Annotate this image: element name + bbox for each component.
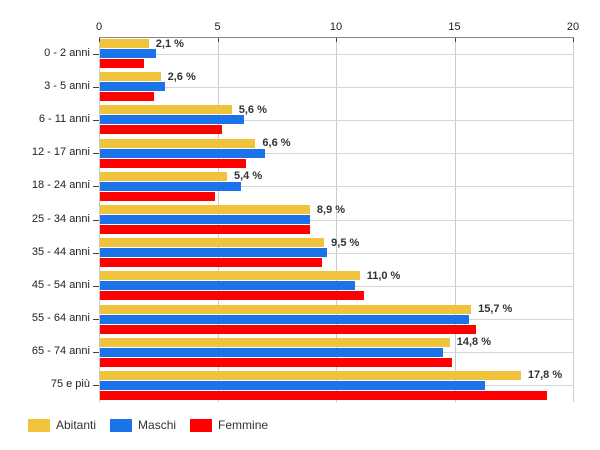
axis-tick-mark — [336, 37, 337, 42]
category-tick-mark — [93, 319, 99, 321]
bar-abitanti — [100, 205, 310, 214]
bar-maschi — [100, 248, 327, 258]
bar-maschi — [100, 281, 355, 291]
bar-abitanti — [100, 370, 521, 380]
category-gridline — [99, 153, 573, 155]
legend: Abitanti Maschi Femmine — [28, 418, 268, 432]
category-tick-mark — [93, 119, 99, 121]
legend-swatch — [28, 418, 50, 432]
category-tick-mark — [93, 186, 99, 188]
category-label: 18 - 24 anni — [31, 179, 90, 192]
legend-item-abitanti: Abitanti — [28, 418, 96, 432]
bar-femmine — [100, 158, 246, 168]
bar-abitanti — [100, 271, 360, 281]
value-label: 2,6 % — [167, 70, 196, 83]
bar-abitanti — [100, 138, 255, 148]
category-tick-mark — [93, 219, 99, 221]
category-label: 25 - 34 anni — [31, 212, 90, 225]
value-label: 14,8 % — [456, 336, 491, 349]
legend-item-femmine: Femmine — [190, 418, 268, 432]
bar-maschi — [100, 380, 485, 390]
legend-label: Femmine — [218, 418, 269, 432]
category-label: 12 - 17 anni — [31, 146, 90, 159]
category-tick-mark — [93, 352, 99, 354]
bar-femmine — [100, 125, 222, 135]
value-label: 15,7 % — [478, 303, 513, 316]
category-label: 75 e più — [50, 378, 90, 391]
category-gridline — [99, 252, 573, 254]
legend-label: Abitanti — [56, 418, 97, 432]
legend-label: Maschi — [138, 418, 177, 432]
axis-tick-label: 10 — [329, 21, 343, 33]
bar-femmine — [100, 324, 476, 334]
value-label: 9,5 % — [331, 236, 360, 249]
category-gridline — [99, 219, 573, 221]
category-tick-mark — [93, 86, 99, 88]
bar-femmine — [100, 225, 310, 234]
category-label: 35 - 44 anni — [31, 245, 90, 258]
bar-maschi — [100, 181, 241, 191]
value-label: 8,9 % — [316, 203, 346, 216]
bar-abitanti — [100, 39, 149, 49]
category-tick-mark — [93, 385, 99, 387]
legend-item-maschi: Maschi — [110, 418, 176, 432]
bar-maschi — [100, 314, 469, 324]
bar-femmine — [100, 92, 154, 102]
category-gridline — [99, 86, 573, 88]
value-label: 6,6 % — [262, 137, 291, 150]
legend-swatch — [190, 418, 213, 432]
value-label: 17,8 % — [527, 369, 563, 382]
category-tick-mark — [93, 53, 99, 55]
value-label: 2,1 % — [155, 37, 184, 50]
x-axis-line — [99, 37, 574, 38]
value-label: 11,0 % — [366, 269, 401, 282]
bar-femmine — [100, 59, 144, 69]
bar-femmine — [100, 357, 452, 367]
bar-maschi — [100, 148, 265, 158]
category-label: 45 - 54 anni — [31, 278, 90, 291]
axis-tick-mark — [99, 37, 100, 42]
bar-femmine — [100, 191, 215, 201]
category-label: 6 - 11 anni — [38, 112, 90, 125]
vertical-gridline — [573, 37, 574, 402]
category-gridline — [99, 186, 573, 188]
bar-maschi — [100, 215, 310, 224]
category-gridline — [99, 53, 573, 55]
category-tick-mark — [93, 252, 99, 254]
category-gridline — [99, 119, 573, 121]
bar-maschi — [100, 115, 244, 125]
value-label: 5,4 % — [233, 170, 263, 183]
bar-abitanti — [100, 337, 450, 347]
axis-tick-label: 20 — [566, 21, 580, 33]
legend-swatch — [110, 418, 133, 432]
bar-maschi — [100, 347, 443, 357]
bar-abitanti — [100, 171, 227, 181]
bar-femmine — [100, 258, 322, 268]
axis-tick-mark — [573, 37, 574, 42]
bar-maschi — [100, 49, 156, 59]
bar-abitanti — [100, 105, 232, 115]
category-label: 3 - 5 anni — [44, 79, 90, 92]
category-tick-mark — [93, 285, 99, 287]
category-label: 55 - 64 anni — [31, 312, 90, 325]
bar-abitanti — [100, 72, 161, 82]
bar-abitanti — [100, 238, 324, 248]
axis-tick-mark — [454, 37, 456, 42]
value-label: 5,6 % — [238, 103, 267, 116]
category-label: 0 - 2 anni — [44, 46, 90, 59]
axis-tick-label: 5 — [214, 21, 221, 33]
bar-femmine — [100, 291, 364, 301]
bar-maschi — [100, 82, 165, 92]
axis-tick-label: 0 — [95, 21, 103, 33]
axis-tick-label: 15 — [448, 21, 461, 33]
category-tick-mark — [93, 153, 99, 155]
bar-femmine — [100, 390, 547, 400]
bar-abitanti — [100, 304, 471, 314]
category-label: 65 - 74 anni — [31, 345, 90, 358]
axis-tick-mark — [217, 37, 219, 42]
